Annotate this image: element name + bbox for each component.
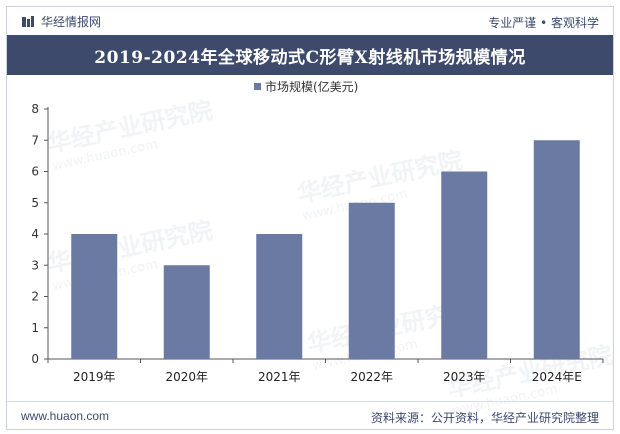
footer: www.huaon.com 资料来源：公开资料，华经产业研究院整理 <box>7 401 613 430</box>
brand-name: 华经情报网 <box>41 15 102 29</box>
x-tick-label: 2019年 <box>73 370 116 384</box>
y-tick-label: 0 <box>31 352 39 366</box>
logo-icon <box>22 15 34 27</box>
y-tick-label: 7 <box>31 133 39 147</box>
footer-url[interactable]: www.huaon.com <box>21 409 110 423</box>
bar <box>533 140 580 359</box>
x-tick-label: 2020年 <box>165 370 208 384</box>
x-tick-label: 2023年 <box>443 370 486 384</box>
y-tick-label: 6 <box>31 165 39 179</box>
y-tick-label: 8 <box>31 102 39 116</box>
bar <box>71 234 118 359</box>
x-tick-label: 2022年 <box>350 370 393 384</box>
legend-label: 市场规模(亿美元) <box>265 79 358 94</box>
chart-frame: 华经情报网 专业严谨 • 客观科学 2019-2024年全球移动式C形臂X射线机… <box>6 6 615 430</box>
y-tick-label: 3 <box>31 258 39 272</box>
bar <box>256 234 303 359</box>
title-bar: 2019-2024年全球移动式C形臂X射线机市场规模情况 <box>7 35 613 75</box>
x-tick-label: 2021年 <box>258 370 301 384</box>
bar <box>163 265 210 359</box>
x-tick-label: 2024年E <box>532 370 582 384</box>
slogan: 专业严谨 • 客观科学 <box>488 16 599 30</box>
legend-swatch <box>254 83 261 90</box>
header: 华经情报网 专业严谨 • 客观科学 <box>7 7 613 35</box>
bar-chart: 市场规模(亿美元) 0 1 2 3 4 5 6 7 8 2019年 2020年 2021年 2022年 20… <box>31 79 604 384</box>
bar <box>348 202 395 359</box>
footer-source: 资料来源：公开资料，华经产业研究院整理 <box>370 411 599 425</box>
y-tick-label: 2 <box>31 290 39 304</box>
bar <box>441 171 488 359</box>
y-tick-label: 5 <box>31 196 39 210</box>
chart-title: 2019-2024年全球移动式C形臂X射线机市场规模情况 <box>94 47 526 68</box>
y-tick-label: 1 <box>31 321 39 335</box>
y-tick-label: 4 <box>31 227 39 241</box>
brand: 华经情报网 <box>21 13 101 30</box>
